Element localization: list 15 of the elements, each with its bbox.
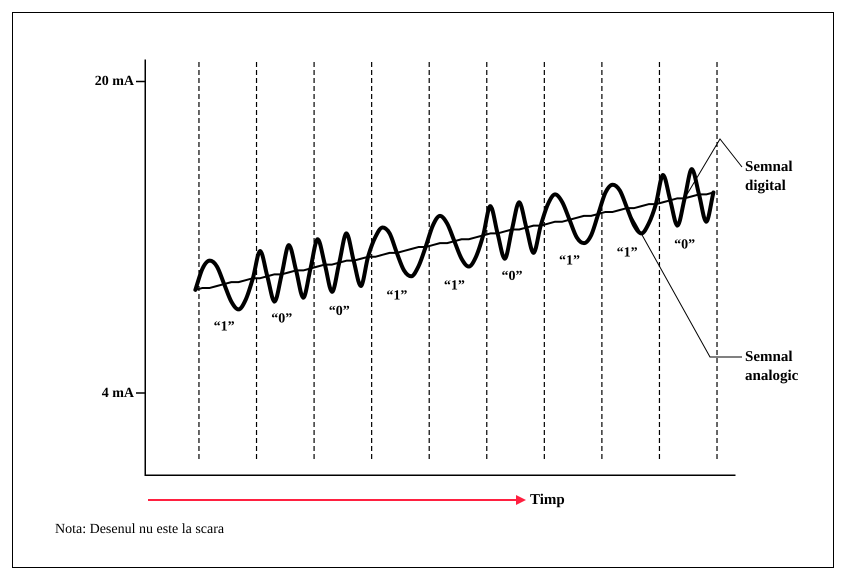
annotation: “1” <box>214 320 235 335</box>
annotation: “1” <box>616 245 638 260</box>
text: Semnal analogic <box>745 349 799 384</box>
y-tick-label: 20 mA <box>94 74 135 90</box>
y-tick-label: 4 mA <box>102 386 135 401</box>
annotation: “0” <box>674 238 696 253</box>
text: Semnal digital <box>745 159 793 194</box>
text: Nota: Desenul nu este la scara <box>55 522 224 538</box>
annotation: “0” <box>328 304 350 319</box>
annotation: “1” <box>386 288 408 304</box>
annotation: “0” <box>501 268 522 284</box>
annotation: “0” <box>271 312 292 327</box>
annotation: “1” <box>559 253 580 268</box>
annotation: “1” <box>444 278 465 294</box>
x-axis-title: Timp <box>530 492 565 509</box>
